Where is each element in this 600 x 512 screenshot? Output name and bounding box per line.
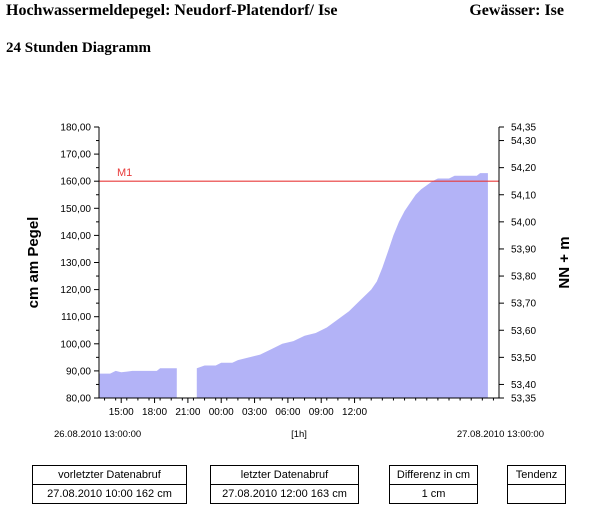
info-box-header: Differenz in cm	[396, 469, 471, 481]
info-box-header: Tendenz	[515, 469, 558, 481]
threshold-label: M1	[117, 167, 132, 179]
x-tick-label: 06:00	[275, 407, 300, 418]
left-tick-label: 140,00	[60, 231, 91, 242]
info-box-latest: letzter Datenabruf 27.08.2010 12:00 163 …	[210, 465, 359, 504]
gewaesser-label: Gewässer: Ise	[469, 2, 564, 19]
page-title: Hochwassermeldepegel: Neudorf-Platendorf…	[6, 2, 338, 19]
right-tick-label: 54,10	[511, 190, 536, 201]
x-tick-label: 09:00	[309, 407, 334, 418]
x-end-label: 27.08.2010 13:00:00	[457, 429, 544, 440]
x-tick-label: 15:00	[109, 407, 134, 418]
x-axis-title: [1h]	[291, 429, 307, 440]
left-tick-label: 170,00	[60, 150, 91, 161]
right-tick-label: 54,00	[511, 217, 536, 228]
left-tick-label: 180,00	[60, 123, 91, 134]
right-tick-label: 53,35	[511, 394, 536, 405]
right-tick-label: 53,60	[511, 326, 536, 337]
left-tick-label: 130,00	[60, 258, 91, 269]
y-axis-title-right: NN + m	[556, 236, 573, 288]
info-box-value	[508, 484, 565, 503]
left-tick-label: 150,00	[60, 204, 91, 215]
left-tick-label: 90,00	[66, 366, 91, 377]
right-tick-label: 53,90	[511, 244, 536, 255]
info-box-header: vorletzter Datenabruf	[58, 469, 161, 481]
left-tick-label: 110,00	[61, 312, 91, 323]
info-box-previous: vorletzter Datenabruf 27.08.2010 10:00 1…	[32, 465, 187, 504]
info-box-value: 27.08.2010 10:00 162 cm	[33, 484, 186, 503]
area-segment-0	[99, 368, 177, 398]
left-tick-label: 120,00	[60, 285, 91, 296]
left-tick-label: 100,00	[60, 339, 91, 350]
right-tick-label: 54,20	[511, 163, 536, 174]
info-box-value: 1 cm	[390, 484, 477, 503]
right-tick-label: 53,50	[511, 353, 536, 364]
left-tick-label: 80,00	[66, 394, 91, 405]
x-tick-label: 00:00	[209, 407, 234, 418]
right-tick-label: 53,40	[511, 380, 536, 391]
right-tick-label: 53,80	[511, 272, 536, 283]
right-tick-label: 54,30	[511, 136, 536, 147]
info-box-header: letzter Datenabruf	[240, 469, 329, 481]
x-tick-label: 12:00	[342, 407, 367, 418]
info-box-difference: Differenz in cm 1 cm	[389, 465, 478, 504]
info-box-tendency: Tendenz	[507, 465, 566, 504]
y-axis-title-left: cm am Pegel	[25, 217, 42, 309]
right-tick-label: 54,35	[511, 123, 536, 134]
info-box-value: 27.08.2010 12:00 163 cm	[211, 484, 358, 503]
x-tick-label: 18:00	[142, 407, 167, 418]
right-tick-label: 53,70	[511, 299, 536, 310]
area-segment-1	[196, 173, 488, 398]
x-tick-label: 03:00	[242, 407, 267, 418]
left-tick-label: 160,00	[60, 177, 91, 188]
chart-subtitle: 24 Stunden Diagramm	[6, 40, 152, 56]
x-start-label: 26.08.2010 13:00:00	[54, 429, 141, 440]
x-tick-label: 21:00	[175, 407, 200, 418]
